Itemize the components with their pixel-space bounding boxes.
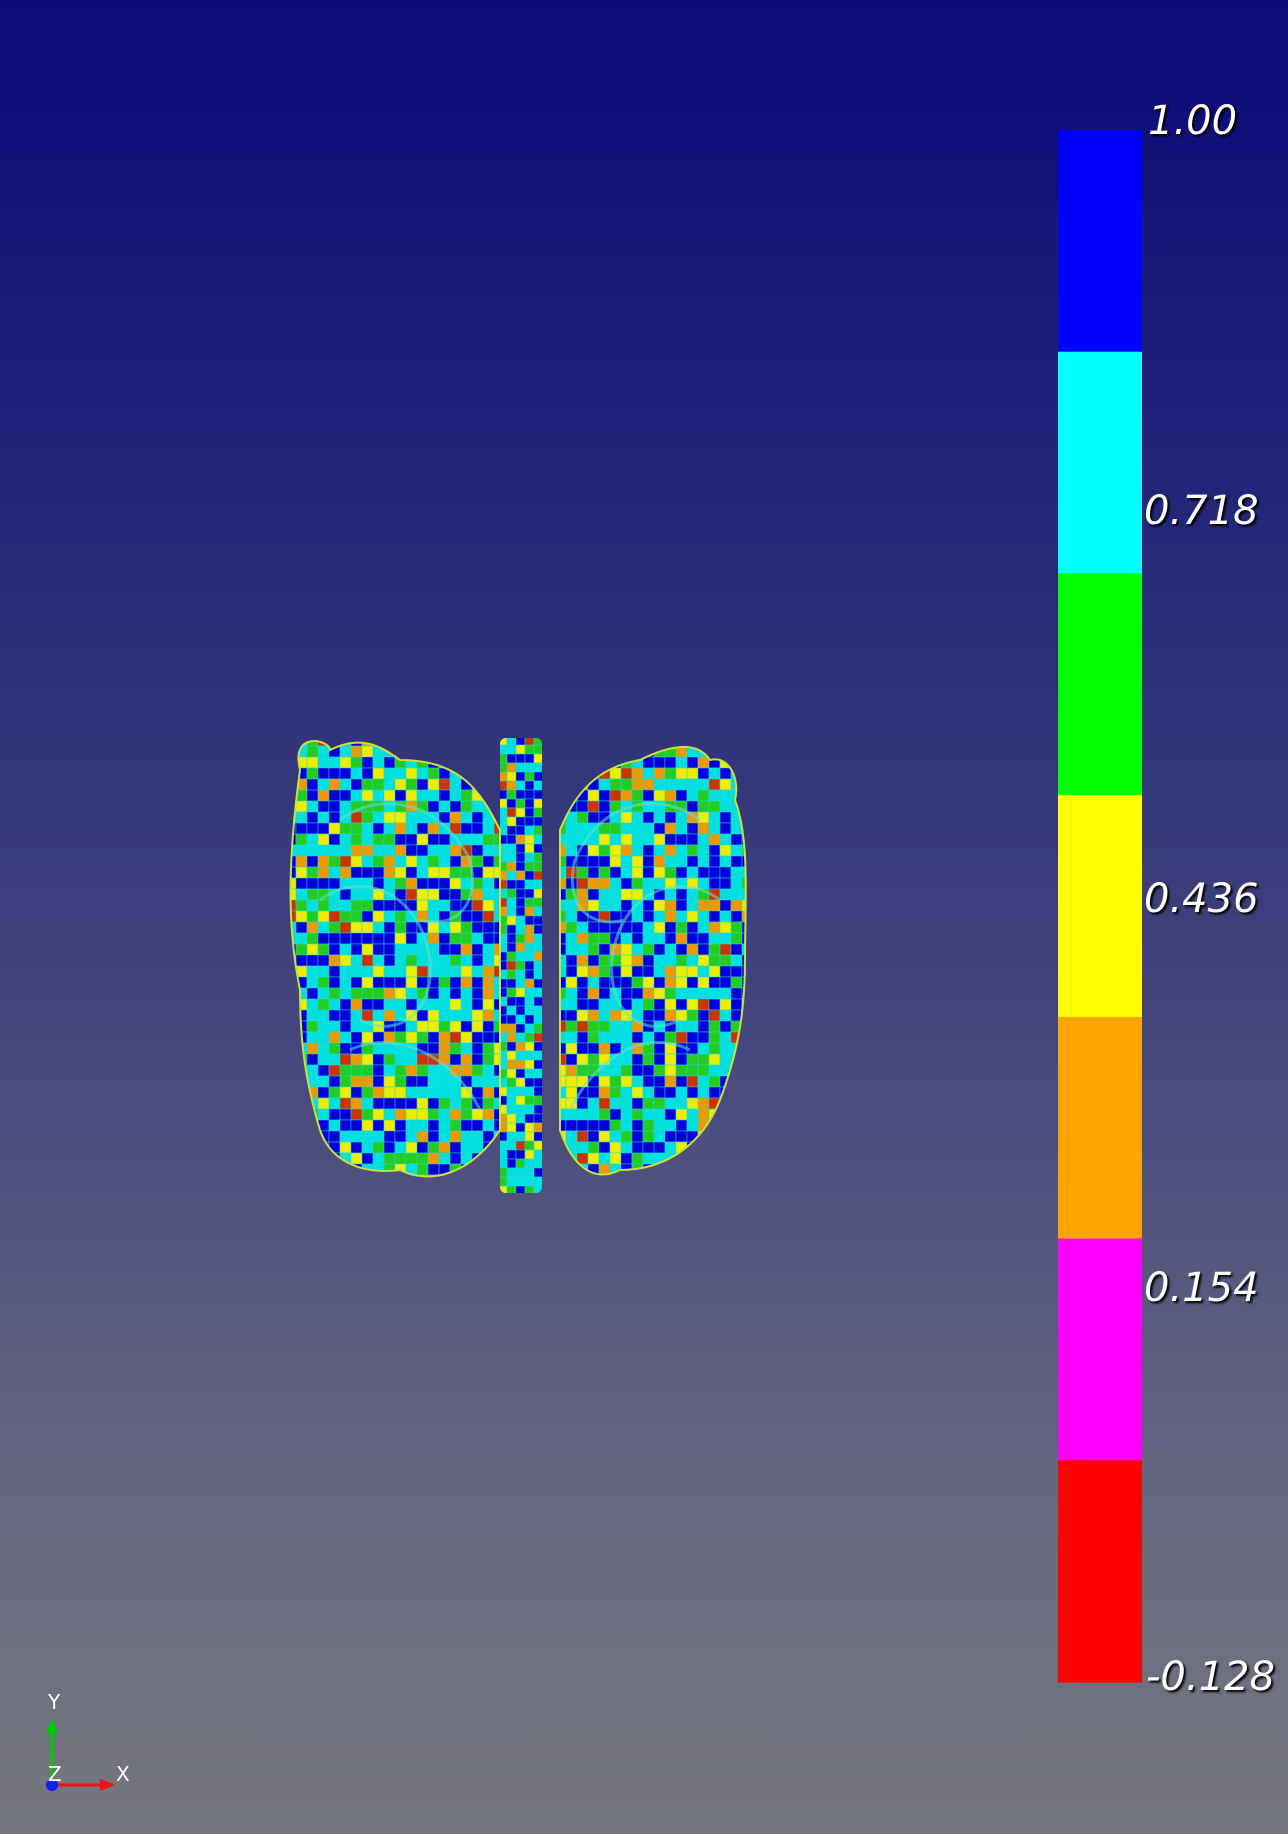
z-axis-label: Z — [48, 1762, 62, 1786]
colorbar-band — [1058, 351, 1142, 574]
colorbar-band — [1058, 1016, 1142, 1240]
brain-mesh-model[interactable] — [285, 735, 753, 1197]
left-lobe-mesh — [290, 741, 500, 1177]
colorbar-band — [1058, 1238, 1142, 1461]
colorbar-band — [1058, 1460, 1142, 1683]
colorbar-band — [1058, 130, 1142, 353]
right-lobe-mesh — [560, 746, 746, 1175]
colorbar-label-4: 0.154 — [1144, 1265, 1259, 1311]
x-axis-label: X — [116, 1762, 130, 1786]
colorbar-label-3: 0.436 — [1144, 876, 1259, 922]
y-axis-label: Y — [48, 1690, 61, 1714]
colorbar-band — [1058, 573, 1142, 796]
right-lobe-outline — [559, 745, 747, 1176]
central-column-mesh — [500, 738, 542, 1193]
left-lobe-outline — [289, 740, 501, 1178]
gyri-folds — [319, 802, 721, 1111]
colorbar-band — [1058, 795, 1142, 1018]
colorbar-label-max: 1.00 — [1148, 98, 1238, 144]
colorbar-label-2: 0.718 — [1144, 488, 1259, 534]
axes-triad-icon: Y Z X — [30, 1690, 150, 1800]
color-legend-bar — [1058, 130, 1142, 1683]
colorbar-label-min: -0.128 — [1146, 1654, 1275, 1700]
